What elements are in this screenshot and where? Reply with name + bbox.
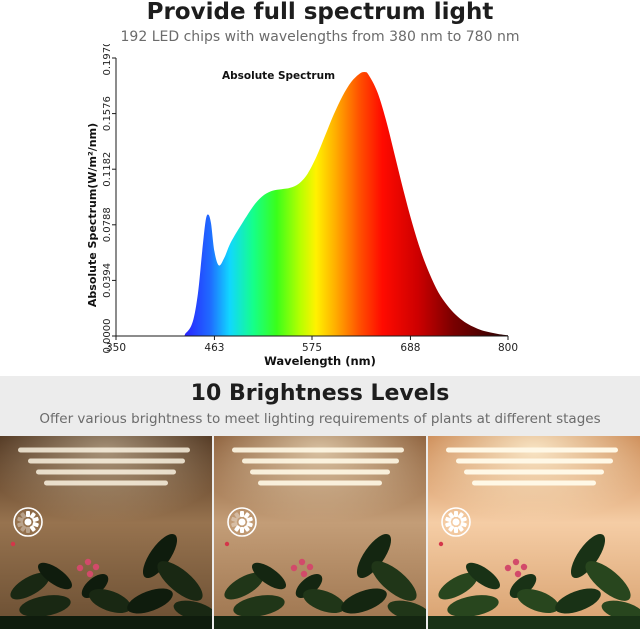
y-axis-label: Absolute Spectrum(W/m²/nm) (86, 123, 99, 307)
spectrum-section: Provide full spectrum light 192 LED chip… (86, 0, 520, 368)
plant-leaf (465, 562, 501, 590)
flower-bud (224, 541, 230, 547)
flower (92, 563, 100, 571)
plant-leaf (517, 588, 559, 614)
plant-leaf (295, 574, 323, 598)
brightness-dial-icon (13, 507, 43, 537)
plant-leaf (447, 595, 499, 617)
flower (504, 564, 512, 572)
brightness-dial-icon (441, 507, 471, 537)
x-tick-label: 800 (498, 342, 518, 354)
led-light-bar (456, 458, 613, 464)
flower (520, 563, 528, 571)
plant-leaf (509, 574, 537, 598)
x-tick-label: 463 (204, 342, 224, 354)
y-tick-label: 0.1576 (102, 96, 113, 131)
flower (86, 570, 94, 578)
led-light-bar (258, 480, 382, 486)
flower (300, 570, 308, 578)
led-light-bar (36, 469, 176, 475)
brightness-photo-low (0, 436, 212, 629)
plant-leaf (89, 588, 131, 614)
flower (84, 558, 92, 566)
y-tick-label: 0.0394 (102, 263, 113, 298)
plant-leaf (81, 574, 109, 598)
plant-leaf (251, 562, 287, 590)
light-glow (214, 436, 426, 556)
plant-pot-shadow (428, 616, 640, 629)
spectrum-title: Provide full spectrum light (146, 0, 494, 25)
plant-leaf (142, 533, 178, 579)
plant-leaf (19, 595, 71, 617)
plant-leaf (127, 588, 173, 614)
x-tick-label: 575 (302, 342, 322, 354)
plant-leaf (570, 533, 606, 579)
plant-leaf (341, 588, 387, 614)
plant-leaf (371, 561, 417, 601)
brightness-photo-high (428, 436, 640, 629)
flower (514, 570, 522, 578)
led-light-bar (242, 458, 399, 464)
led-light-bar (232, 447, 404, 453)
led-light-bar (446, 447, 618, 453)
plant-leaf (37, 562, 73, 590)
led-light-bar (18, 447, 190, 453)
light-glow (428, 436, 640, 556)
brightness-subtitle: Offer various brightness to meet lightin… (39, 411, 601, 427)
brightness-photo-medium (214, 436, 426, 629)
led-light-bar (464, 469, 604, 475)
spectrum-subtitle: 192 LED chips with wavelengths from 380 … (120, 29, 520, 45)
y-tick-label: 0.0788 (102, 207, 113, 242)
y-tick-label: 0.1182 (102, 152, 113, 187)
plant-leaf (224, 572, 264, 600)
flower (76, 564, 84, 572)
chart-title: Absolute Spectrum (222, 70, 335, 82)
x-tick-label: 688 (400, 342, 420, 354)
flower-bud (10, 541, 16, 547)
plant-leaf (555, 588, 601, 614)
led-light-bar (250, 469, 390, 475)
flower-bud (438, 541, 444, 547)
brightness-title: 10 Brightness Levels (190, 381, 450, 406)
brightness-section: 10 Brightness Levels Offer various brigh… (0, 376, 640, 629)
led-light-bar (472, 480, 596, 486)
plant-leaf (10, 572, 50, 600)
led-light-bar (28, 458, 185, 464)
plant-leaf (356, 533, 392, 579)
plant-pot-shadow (0, 616, 212, 629)
flower (298, 558, 306, 566)
x-tick-label: 350 (106, 342, 126, 354)
flower (512, 558, 520, 566)
light-glow (0, 436, 212, 556)
plant-leaf (157, 561, 203, 601)
plant-leaf (303, 588, 345, 614)
plant-leaf (438, 572, 478, 600)
plant-leaf (233, 595, 285, 617)
brightness-dial-icon (227, 507, 257, 537)
plant-pot-shadow (214, 616, 426, 629)
led-light-bar (44, 480, 168, 486)
spectrum-chart: 350 463 575 688 800 0.0000 0.0394 0.0788 0.1182 0… (86, 44, 518, 368)
flower (306, 563, 314, 571)
spectrum-area (116, 72, 508, 337)
x-axis-label: Wavelength (nm) (264, 354, 376, 368)
flower (290, 564, 298, 572)
plant-leaf (585, 561, 631, 601)
y-tick-label: 0.1970 (102, 44, 113, 76)
y-tick-label: 0.0000 (102, 319, 113, 354)
